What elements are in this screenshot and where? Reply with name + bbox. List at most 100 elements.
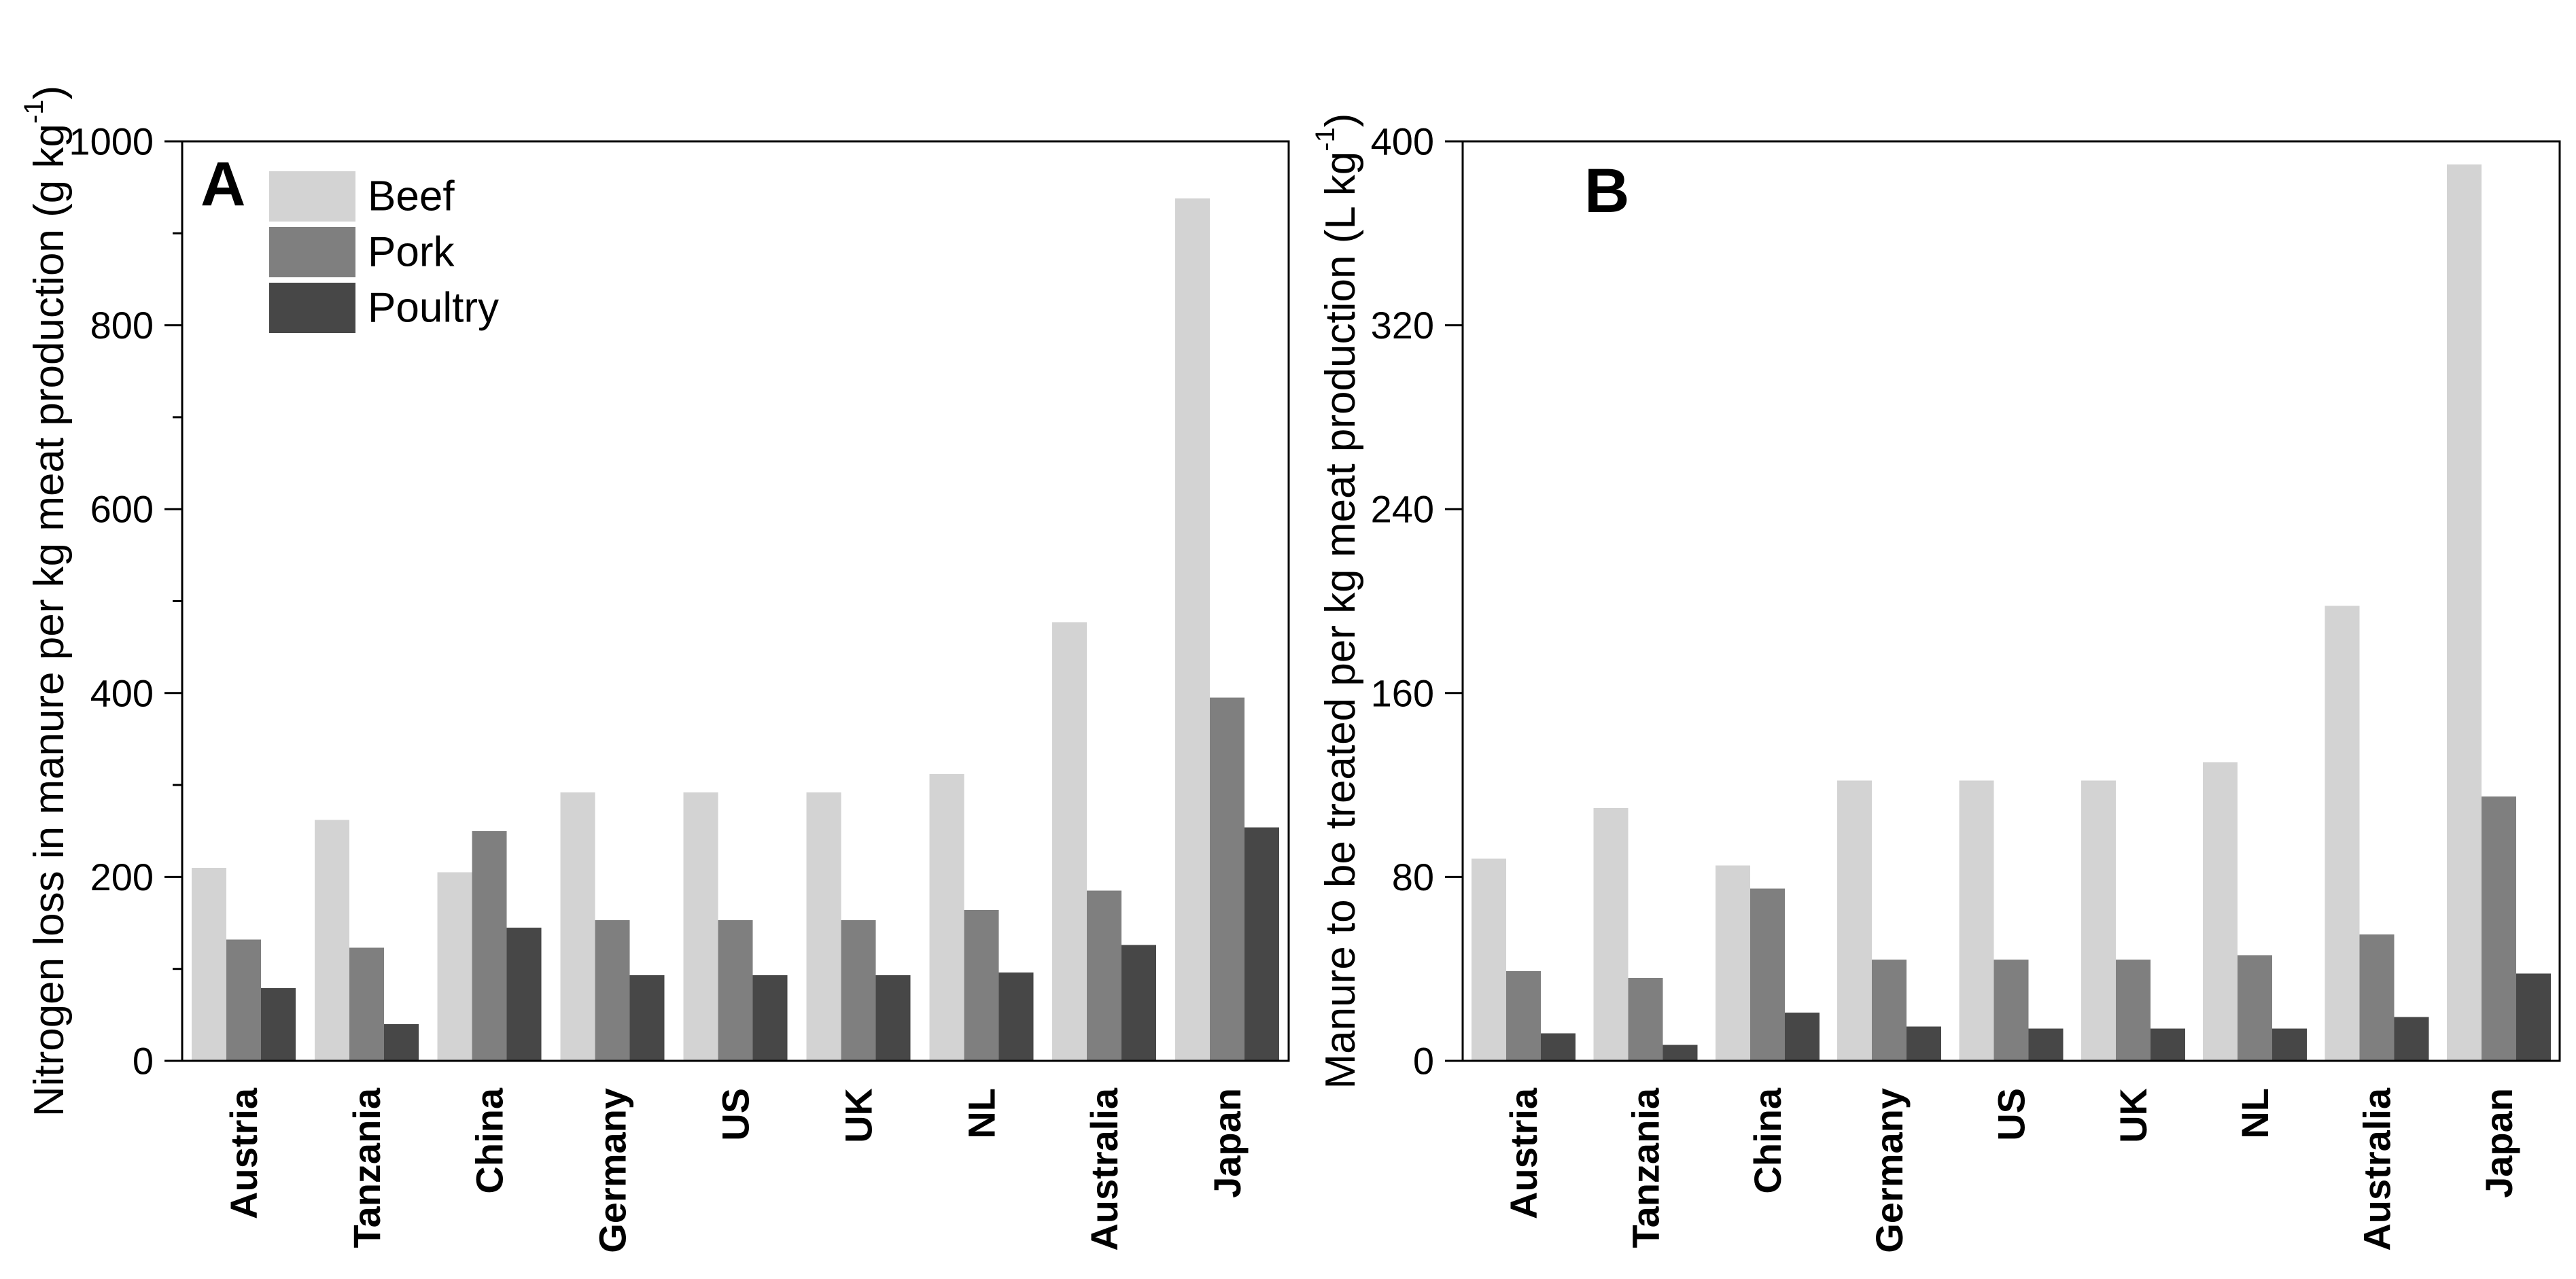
- bar-tanzania-beef: [314, 820, 349, 1061]
- panel-A: 0 200 400 600 800 1000 Austria Tanzania China Ger…: [19, 86, 1290, 1253]
- bar-us-poultry: [2028, 1028, 2064, 1061]
- x-category-label: Austria: [1502, 1087, 1545, 1219]
- y-tick-label: 160: [1371, 671, 1434, 714]
- bar-austria-poultry: [1541, 1033, 1576, 1061]
- bar-germany-poultry: [1907, 1026, 1942, 1061]
- y-tick-label: 0: [133, 1040, 154, 1083]
- x-category-label: UK: [837, 1088, 880, 1143]
- legend: Beef Pork Poultry: [269, 171, 499, 333]
- y-tick-label: 80: [1392, 856, 1434, 898]
- bar-japan-beef: [1175, 198, 1211, 1061]
- y-tick-label: 800: [90, 304, 154, 347]
- panel-letter-B: B: [1584, 156, 1629, 226]
- x-category-label: Germany: [1868, 1088, 1911, 1253]
- bar-uk-poultry: [875, 975, 911, 1061]
- bar-china-pork: [472, 830, 507, 1062]
- plot-frame-B: [1461, 140, 2561, 1062]
- y-tick-label: 320: [1371, 304, 1434, 347]
- legend-label-beef: Beef: [368, 173, 455, 220]
- bar-uk-pork: [2115, 960, 2151, 1061]
- bar-uk-pork: [841, 920, 876, 1061]
- x-category-label: Germany: [591, 1088, 634, 1253]
- bar-germany-pork: [1872, 960, 1907, 1061]
- bar-japan-poultry: [1245, 827, 1280, 1061]
- bar-australia-pork: [1087, 890, 1122, 1061]
- bar-nl-poultry: [2272, 1028, 2308, 1061]
- bar-austria-beef: [191, 867, 226, 1061]
- bar-uk-beef: [2081, 780, 2116, 1061]
- bar-us-pork: [1994, 960, 2029, 1061]
- bar-china-pork: [1750, 888, 1785, 1061]
- bar-germany-beef: [560, 792, 595, 1061]
- bar-nl-poultry: [998, 973, 1034, 1061]
- x-category-label: Japan: [2477, 1088, 2520, 1198]
- bar-australia-beef: [2325, 606, 2360, 1061]
- x-category-label: UK: [2112, 1088, 2155, 1143]
- bar-us-beef: [1959, 780, 1994, 1061]
- y-axis-label-A: Nitrogen loss in manure per kg meat prod…: [19, 86, 73, 1117]
- bar-us-beef: [683, 792, 718, 1061]
- bar-uk-beef: [806, 792, 841, 1061]
- y-tick-label: 1000: [69, 120, 154, 163]
- legend-label-poultry: Poultry: [368, 285, 499, 332]
- bar-tanzania-poultry: [383, 1023, 419, 1061]
- y-tick-label: 400: [90, 671, 154, 714]
- y-tick-label: 0: [1413, 1040, 1434, 1083]
- bar-austria-pork: [226, 939, 261, 1061]
- bar-japan-beef: [2446, 164, 2482, 1061]
- x-category-label: Japan: [1206, 1088, 1249, 1198]
- x-category-label: NL: [2233, 1088, 2276, 1139]
- bar-australia-poultry: [1121, 945, 1157, 1061]
- bar-japan-poultry: [2516, 973, 2551, 1061]
- x-category-label: Tanzania: [1624, 1087, 1667, 1248]
- bar-japan-pork: [1210, 697, 1245, 1061]
- x-category-label: Australia: [2356, 1087, 2399, 1250]
- x-category-label: Tanzania: [345, 1087, 388, 1248]
- x-category-label: China: [468, 1087, 511, 1193]
- bar-us-poultry: [752, 975, 788, 1061]
- bar-us-pork: [718, 920, 753, 1061]
- bar-nl-beef: [2203, 762, 2238, 1061]
- bar-australia-beef: [1052, 622, 1087, 1061]
- bar-germany-pork: [595, 920, 630, 1061]
- y-tick-label: 600: [90, 488, 154, 531]
- x-category-label: NL: [960, 1088, 1003, 1139]
- bar-germany-beef: [1837, 780, 1873, 1061]
- bar-austria-poultry: [260, 988, 296, 1061]
- y-axis-label-B: Manure to be treated per kg meat product…: [1310, 113, 1364, 1089]
- legend-swatch-pork: [269, 227, 355, 277]
- bar-japan-pork: [2481, 796, 2516, 1061]
- y-tick-label: 200: [90, 856, 154, 898]
- bar-china-beef: [1715, 865, 1750, 1061]
- bar-uk-poultry: [2150, 1028, 2185, 1061]
- bar-nl-pork: [2238, 955, 2273, 1061]
- y-tick-label: 240: [1371, 488, 1434, 531]
- panel-B: 0 80 160 240 320 400 Austria Tanzania China Germa…: [1310, 113, 2561, 1253]
- x-category-label: China: [1746, 1087, 1789, 1193]
- bar-china-beef: [437, 872, 472, 1061]
- bar-tanzania-pork: [349, 947, 384, 1061]
- x-category-label: US: [1990, 1088, 2033, 1141]
- bar-tanzania-pork: [1628, 978, 1663, 1061]
- bar-china-poultry: [1784, 1013, 1820, 1061]
- bar-tanzania-poultry: [1663, 1045, 1698, 1061]
- x-category-label: US: [714, 1088, 757, 1141]
- y-tick-label: 400: [1371, 120, 1434, 163]
- x-category-label: Australia: [1083, 1087, 1126, 1250]
- bar-australia-poultry: [2394, 1017, 2429, 1061]
- bar-austria-beef: [1472, 858, 1507, 1061]
- bar-tanzania-beef: [1593, 807, 1629, 1061]
- legend-swatch-poultry: [269, 283, 355, 333]
- bar-austria-pork: [1506, 971, 1542, 1061]
- bar-nl-beef: [929, 773, 964, 1061]
- x-category-label: Austria: [222, 1087, 265, 1219]
- bar-china-poultry: [506, 927, 542, 1061]
- bar-nl-pork: [964, 910, 999, 1061]
- bar-australia-pork: [2359, 934, 2395, 1061]
- legend-label-pork: Pork: [368, 229, 455, 276]
- legend-swatch-beef: [269, 171, 355, 222]
- bar-germany-poultry: [629, 975, 665, 1061]
- panel-letter-A: A: [201, 150, 245, 219]
